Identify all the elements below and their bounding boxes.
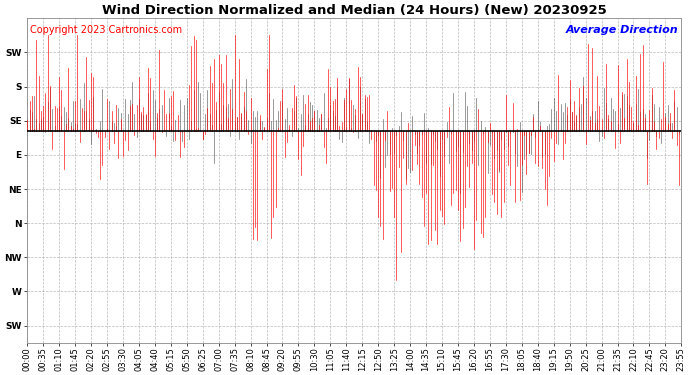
Text: Copyright 2023 Cartronics.com: Copyright 2023 Cartronics.com bbox=[30, 25, 183, 35]
Text: Average Direction: Average Direction bbox=[565, 25, 678, 35]
Title: Wind Direction Normalized and Median (24 Hours) (New) 20230925: Wind Direction Normalized and Median (24… bbox=[102, 4, 607, 17]
